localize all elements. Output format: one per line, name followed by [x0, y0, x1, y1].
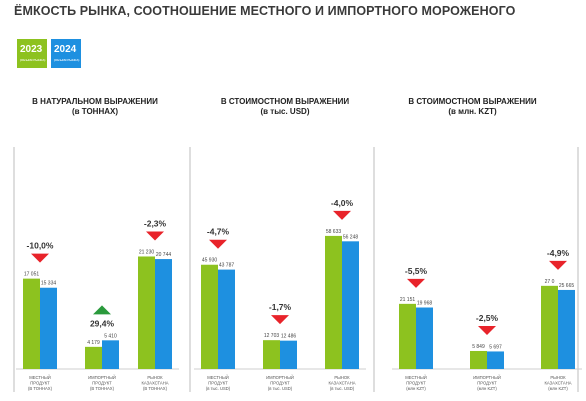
value-label-usd-1-2023: 45 930 [202, 258, 218, 264]
down-arrow-icon [209, 239, 227, 249]
category-label-kzt-2-line1: ИМПОРТНЫЙ [473, 375, 501, 380]
value-label-kzt-3-2023: 27 0 [545, 279, 555, 285]
value-label-kzt-2-2024: 5 697 [489, 344, 502, 350]
change-label-tons-1: -10,0% [27, 241, 54, 251]
change-label-kzt-1: -5,5% [405, 266, 428, 276]
value-label-tons-2-2023: 4 179 [87, 340, 100, 346]
category-label-kzt-3-line3: (млн KZT) [548, 386, 568, 391]
value-label-usd-3-2024: 56 248 [343, 234, 359, 240]
value-label-usd-3-2023: 58 633 [326, 229, 342, 235]
bar-kzt-3-2023 [541, 285, 558, 369]
bar-kzt-3-2024 [558, 289, 575, 369]
legend-2023-year: 2023 [20, 44, 43, 55]
category-label-kzt-1-line1: МЕСТНЫЙ [405, 375, 426, 380]
value-label-kzt-1-2023: 21 151 [400, 297, 416, 303]
category-label-kzt-3-line1: РЫНОК [550, 375, 566, 380]
category-label-usd-2-line1: ИМПОРТНЫЙ [266, 375, 294, 380]
bar-tons-1-2024 [40, 287, 57, 369]
bar-usd-1-2024 [218, 269, 235, 369]
category-label-usd-2-line2: ПРОДУКТ [270, 381, 290, 386]
bar-tons-3-2023 [138, 256, 155, 369]
value-label-tons-3-2024: 20 744 [156, 252, 172, 258]
category-label-usd-1-line1: МЕСТНЫЙ [207, 375, 228, 380]
bar-kzt-2-2023 [470, 350, 487, 369]
bar-usd-1-2023 [201, 264, 218, 369]
down-arrow-icon [478, 325, 496, 335]
category-label-tons-2-line3: (В ТОННАХ) [90, 386, 115, 391]
bar-usd-3-2023 [325, 235, 342, 369]
change-label-usd-1: -4,7% [207, 227, 230, 237]
category-label-tons-1-line2: ПРОДУКТ [30, 381, 50, 386]
category-label-usd-2-line3: (в тыс. USD) [268, 386, 293, 391]
legend-2024-year: 2024 [54, 44, 77, 55]
bar-kzt-2-2024 [487, 351, 504, 369]
change-label-kzt-3: -4,9% [547, 248, 570, 258]
category-label-usd-1-line2: ПРОДУКТ [208, 381, 228, 386]
change-label-usd-2: -1,7% [269, 302, 292, 312]
down-arrow-icon [146, 231, 164, 241]
value-label-tons-3-2023: 21 230 [139, 249, 155, 255]
category-label-kzt-3-line2: КАЗАХСТАНА [544, 381, 571, 386]
value-label-kzt-2-2023: 5 849 [472, 344, 485, 350]
bar-usd-2-2023 [263, 340, 280, 369]
bar-tons-1-2023 [23, 278, 40, 369]
bar-usd-2-2024 [280, 340, 297, 369]
value-label-kzt-3-2024: 25 665 [559, 283, 575, 289]
legend-2024-badge: 2024 (ОБЪЕМ РЫНКА) [51, 39, 81, 68]
section-title-usd: В СТОИМОСТНОМ ВЫРАЖЕНИИ (в тыс. USD) [200, 97, 370, 117]
change-label-usd-3: -4,0% [331, 198, 354, 208]
value-label-tons-1-2023: 17 051 [24, 272, 40, 278]
value-label-usd-2-2024: 12 486 [281, 334, 297, 340]
section-title-tons-line2: (в ТОННАХ) [71, 107, 119, 116]
section-title-kzt: В СТОИМОСТНОМ ВЫРАЖЕНИИ (в млн. KZT) [385, 97, 560, 117]
value-label-tons-1-2024: 15 334 [41, 281, 57, 287]
section-title-usd-line1: В СТОИМОСТНОМ ВЫРАЖЕНИИ [220, 97, 350, 106]
section-title-kzt-line1: В СТОИМОСТНОМ ВЫРАЖЕНИИ [408, 97, 537, 106]
value-label-kzt-1-2024: 19 968 [417, 300, 433, 306]
category-label-usd-3-line1: РЫНОК [334, 375, 350, 380]
category-label-tons-1-line3: (В ТОННАХ) [28, 386, 53, 391]
legend-2023-sub: (ОБЪЕМ РЫНКА) [20, 58, 46, 62]
category-label-tons-3-line2: КАЗАХСТАНА [141, 381, 168, 386]
category-label-kzt-1-line2: ПРОДУКТ [406, 381, 426, 386]
legend-2023-badge: 2023 (ОБЪЕМ РЫНКА) [17, 39, 47, 68]
change-label-tons-3: -2,3% [144, 218, 167, 228]
section-title-usd-line2: (в тыс. USD) [260, 107, 310, 116]
legend-2024-sub: (ОБЪЕМ РЫНКА) [54, 58, 80, 62]
section-title-tons: В НАТУРАЛЬНОМ ВЫРАЖЕНИИ (в ТОННАХ) [20, 97, 170, 117]
category-label-tons-3-line1: РЫНОК [147, 375, 163, 380]
up-arrow-icon [93, 305, 111, 315]
category-label-tons-1-line1: МЕСТНЫЙ [29, 375, 50, 380]
bar-tons-2-2024 [102, 340, 119, 369]
down-arrow-icon [549, 260, 567, 270]
bar-tons-3-2024 [155, 259, 172, 369]
category-label-tons-3-line3: (В ТОННАХ) [143, 386, 168, 391]
down-arrow-icon [31, 253, 49, 263]
value-label-usd-2-2023: 12 703 [264, 333, 280, 339]
down-arrow-icon [333, 210, 351, 220]
category-label-kzt-2-line3: (млн KZT) [477, 386, 497, 391]
category-label-kzt-2-line2: ПРОДУКТ [477, 381, 497, 386]
bar-kzt-1-2023 [399, 303, 416, 369]
category-label-tons-2-line2: ПРОДУКТ [92, 381, 112, 386]
value-label-tons-2-2024: 5 410 [104, 333, 117, 339]
change-label-kzt-2: -2,5% [476, 313, 499, 323]
category-label-usd-3-line2: КАЗАХСТАНА [328, 381, 355, 386]
down-arrow-icon [271, 315, 289, 325]
bar-kzt-1-2024 [416, 307, 433, 369]
section-title-kzt-line2: (в млн. KZT) [448, 107, 497, 116]
change-label-tons-2: 29,4% [90, 318, 115, 328]
down-arrow-icon [407, 278, 425, 288]
category-label-tons-2-line1: ИМПОРТНЫЙ [88, 375, 116, 380]
section-title-tons-line1: В НАТУРАЛЬНОМ ВЫРАЖЕНИИ [32, 97, 158, 106]
bar-tons-2-2023 [85, 346, 102, 369]
category-label-usd-3-line3: (в тыс. USD) [330, 386, 355, 391]
value-label-usd-1-2024: 43 787 [219, 263, 235, 269]
bar-usd-3-2024 [342, 241, 359, 369]
category-label-usd-1-line3: (в тыс. USD) [206, 386, 231, 391]
category-label-kzt-1-line3: (млн KZT) [406, 386, 426, 391]
page-title: ЁМКОСТЬ РЫНКА, СООТНОШЕНИЕ МЕСТНОГО И ИМ… [14, 4, 516, 18]
